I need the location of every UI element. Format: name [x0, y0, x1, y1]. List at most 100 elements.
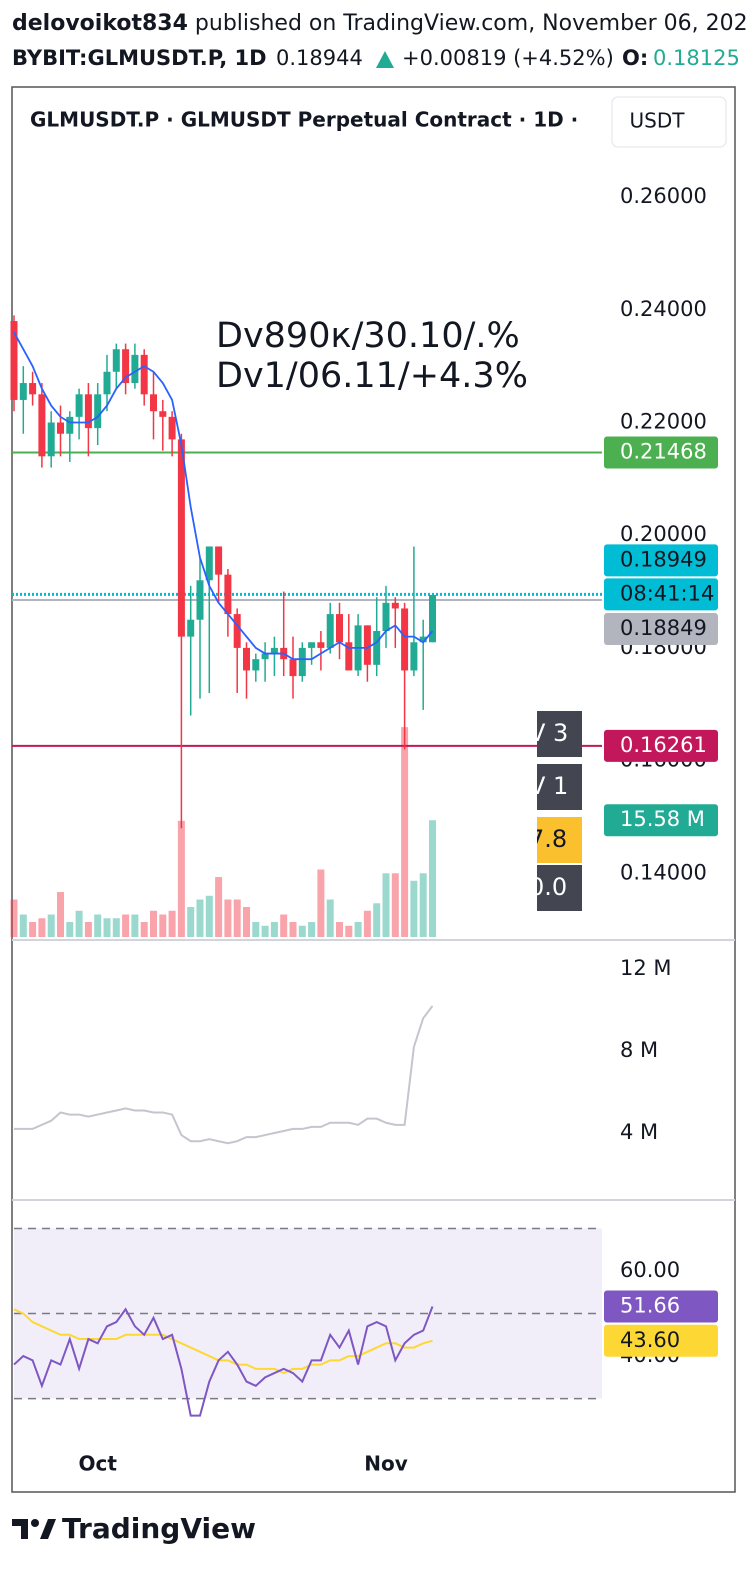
rsi-line	[13, 1308, 433, 1375]
candle-body	[401, 608, 409, 671]
candle-body	[140, 354, 148, 395]
price-label-box	[604, 613, 718, 646]
volume-bar	[150, 910, 157, 937]
candle-body	[159, 411, 167, 417]
open: 0.18125	[653, 46, 740, 70]
frame	[11, 86, 736, 1493]
volume-bar	[410, 880, 418, 937]
candle-body	[122, 349, 130, 384]
volume-bar	[317, 869, 325, 937]
candle-body	[326, 614, 334, 648]
candle-body	[298, 647, 306, 677]
x-tick-label: Oct	[78, 1452, 117, 1476]
candle-body	[94, 394, 102, 429]
candle-body	[205, 546, 213, 581]
y-tick-label: 4 M	[620, 1120, 658, 1144]
candle-body	[75, 394, 83, 417]
price-label: 0.18949	[620, 547, 707, 571]
volume-bar	[168, 910, 176, 937]
overlay-labels: V 3 V 1 7.8 0.0	[529, 711, 582, 911]
overlay-label: 7.8	[529, 825, 567, 853]
volume-bar	[94, 914, 102, 937]
overlay-label: V 1	[529, 772, 568, 800]
overlay-label: 0.0	[529, 873, 567, 901]
volume-bar	[308, 922, 316, 937]
volume-bar	[354, 922, 362, 937]
candle-body	[177, 439, 185, 637]
candle-body	[224, 574, 232, 615]
y-tick-label: 0.14000	[620, 860, 707, 884]
currency-button[interactable]	[611, 96, 727, 148]
candle-body	[131, 354, 139, 384]
publish-line: delovoikot834 published on TradingView.c…	[12, 11, 748, 36]
volume-bar	[196, 899, 204, 937]
price-label-box	[604, 436, 718, 469]
candle-body	[29, 383, 37, 395]
candle-body	[345, 642, 353, 671]
volume-bar	[38, 918, 46, 937]
volume-bar	[19, 914, 27, 937]
candle-body	[196, 580, 204, 620]
pane2-line	[14, 1005, 434, 1145]
candle-body	[270, 647, 278, 654]
logo-text: TradingView	[62, 1512, 256, 1545]
currency: USDT	[630, 109, 686, 133]
candle-body	[19, 383, 27, 400]
volume-bar	[215, 877, 223, 937]
countdown-box	[604, 578, 718, 611]
chart-title: GLMUSDT.P · GLMUSDT Perpetual Contract ·…	[30, 108, 578, 132]
candle-body	[84, 394, 92, 429]
candle-body	[289, 659, 297, 677]
candle-body	[363, 625, 371, 665]
candle-body	[187, 619, 195, 637]
candle-body	[10, 321, 18, 400]
countdown: 08:41:14	[620, 581, 714, 605]
rsi-label-box	[604, 1290, 718, 1323]
volume-bar	[103, 918, 111, 937]
volume-bar	[112, 918, 120, 937]
published: published on TradingView.com, November 0…	[188, 11, 748, 36]
y-tick-label: 60.00	[620, 1258, 680, 1282]
volume-bar	[131, 914, 139, 937]
volume-bar	[419, 873, 427, 937]
y-tick-label: 0.20000	[620, 522, 707, 546]
tv-logo	[12, 1519, 56, 1539]
candle-body	[57, 422, 64, 434]
volume-bar	[326, 899, 334, 937]
up-icon	[376, 51, 394, 68]
volume-bar	[373, 903, 381, 937]
y-tick-label: 8 M	[620, 1038, 658, 1062]
candle-body	[373, 630, 381, 665]
rsi-label-box	[604, 1324, 718, 1357]
candle-body	[168, 416, 176, 440]
price-label: 0.21468	[620, 439, 707, 463]
volume-label-box	[604, 804, 718, 837]
volume-bar	[84, 922, 92, 937]
y-tick-label: 0.24000	[620, 297, 707, 321]
candle-body	[215, 546, 223, 575]
volume-bar	[243, 907, 250, 937]
candle-body	[243, 647, 250, 671]
candle-body	[382, 602, 390, 631]
price-label-box	[604, 544, 718, 577]
y-tick-label: 12 M	[620, 956, 672, 980]
candle-body	[150, 394, 157, 412]
candle-body	[317, 642, 325, 648]
volume-bar	[252, 922, 260, 937]
volume-bar	[66, 922, 74, 937]
overlay-box	[537, 817, 582, 863]
price-label: 0.18849	[620, 616, 707, 640]
candle-body	[38, 394, 46, 457]
volume-bar	[140, 922, 148, 937]
price: 0.18944	[276, 46, 363, 70]
volume-bar	[382, 873, 390, 937]
volume-bar	[345, 925, 353, 937]
volume-bar	[289, 922, 297, 937]
volume-bar	[280, 914, 288, 937]
open-label: O:	[622, 46, 648, 70]
overlay-box	[537, 764, 582, 810]
volume-bar	[233, 899, 241, 937]
candle-body	[308, 642, 316, 648]
